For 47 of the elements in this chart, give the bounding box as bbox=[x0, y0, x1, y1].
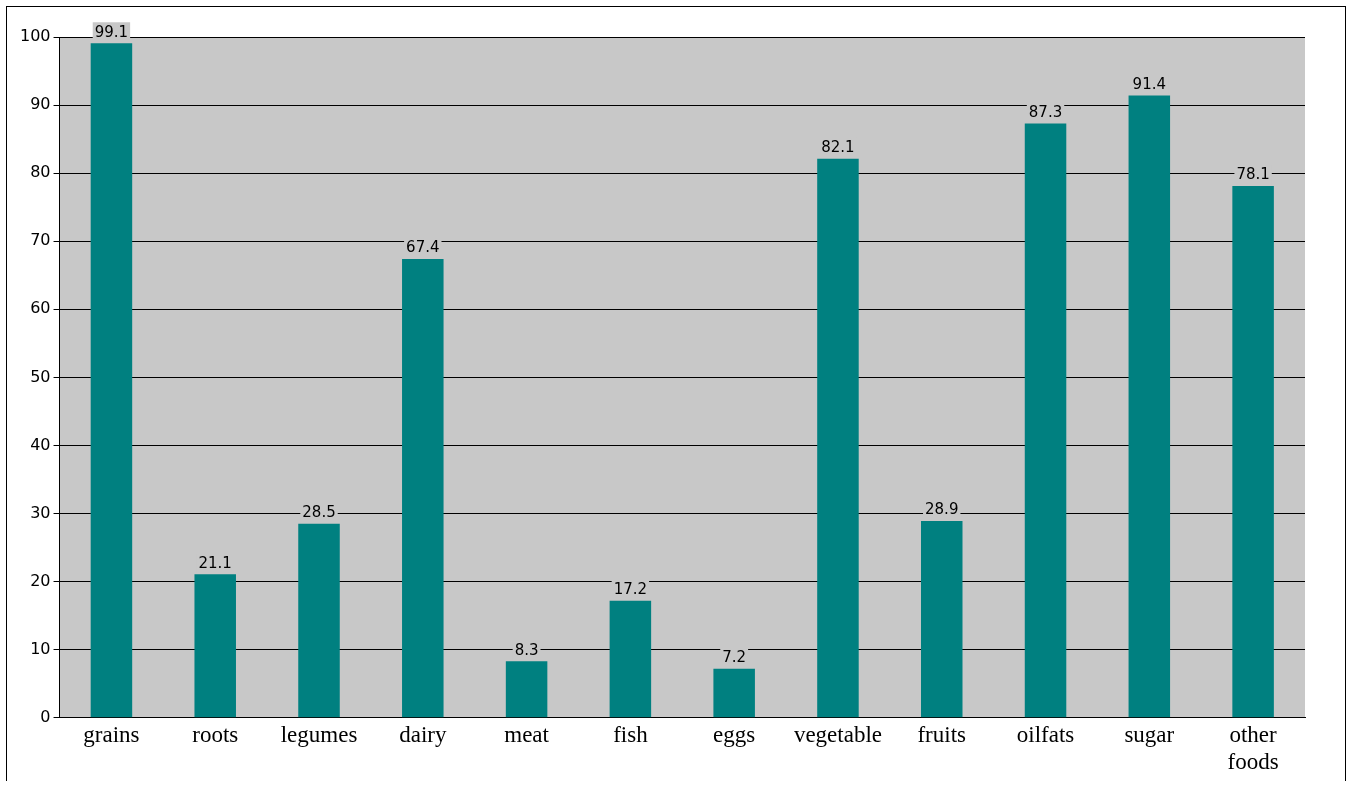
y-tick-label: 30 bbox=[30, 502, 51, 522]
x-tick-label: fish bbox=[613, 721, 649, 747]
data-label: 28.9 bbox=[925, 500, 959, 519]
y-tick-label: 50 bbox=[30, 366, 51, 386]
x-tick-label: fruits bbox=[917, 721, 967, 747]
y-tick-label: 100 bbox=[19, 26, 51, 46]
x-tick-label: eggs bbox=[713, 721, 756, 747]
bar bbox=[920, 521, 963, 718]
data-label: 28.5 bbox=[302, 503, 336, 522]
data-label: 99.1 bbox=[94, 22, 129, 41]
x-tick-label: grains bbox=[83, 721, 140, 747]
x-tick-label: vegetable bbox=[793, 721, 883, 747]
y-tick-label: 70 bbox=[30, 230, 51, 250]
data-label: 91.4 bbox=[1132, 74, 1167, 93]
data-label: 17.2 bbox=[613, 580, 648, 599]
y-tick-label: 20 bbox=[30, 570, 51, 590]
data-label: 7.2 bbox=[722, 648, 747, 667]
data-label: 87.3 bbox=[1028, 102, 1063, 121]
x-tick-label: meat bbox=[504, 721, 550, 747]
x-tick-label: legumes bbox=[280, 721, 358, 747]
y-tick-label: 90 bbox=[30, 94, 51, 114]
bar bbox=[713, 668, 755, 718]
bar bbox=[505, 661, 548, 718]
data-label: 78.1 bbox=[1236, 165, 1270, 184]
data-label: 67.4 bbox=[406, 238, 440, 257]
data-label: 8.3 bbox=[514, 640, 539, 659]
bar bbox=[1024, 123, 1067, 718]
bar bbox=[609, 600, 652, 718]
y-tick-label: 60 bbox=[30, 298, 51, 318]
data-label: 82.1 bbox=[821, 138, 855, 157]
data-label: 21.1 bbox=[198, 553, 232, 572]
bar bbox=[1232, 186, 1274, 718]
bar bbox=[194, 574, 236, 718]
x-tick-label: oilfats bbox=[1016, 721, 1075, 747]
bar bbox=[298, 523, 340, 718]
bar bbox=[90, 43, 133, 718]
x-tick-label: roots bbox=[192, 721, 239, 747]
x-tick-label: other foods bbox=[1227, 721, 1279, 775]
x-tick-label: sugar bbox=[1124, 721, 1175, 747]
x-tick-label: dairy bbox=[399, 721, 447, 747]
y-tick-label: 10 bbox=[30, 638, 51, 658]
y-tick-label: 80 bbox=[30, 162, 51, 182]
bar bbox=[402, 258, 444, 718]
y-tick-label: 0 bbox=[40, 706, 51, 726]
y-tick-label: 40 bbox=[30, 434, 51, 454]
bar bbox=[817, 158, 859, 718]
bar bbox=[1128, 95, 1171, 718]
